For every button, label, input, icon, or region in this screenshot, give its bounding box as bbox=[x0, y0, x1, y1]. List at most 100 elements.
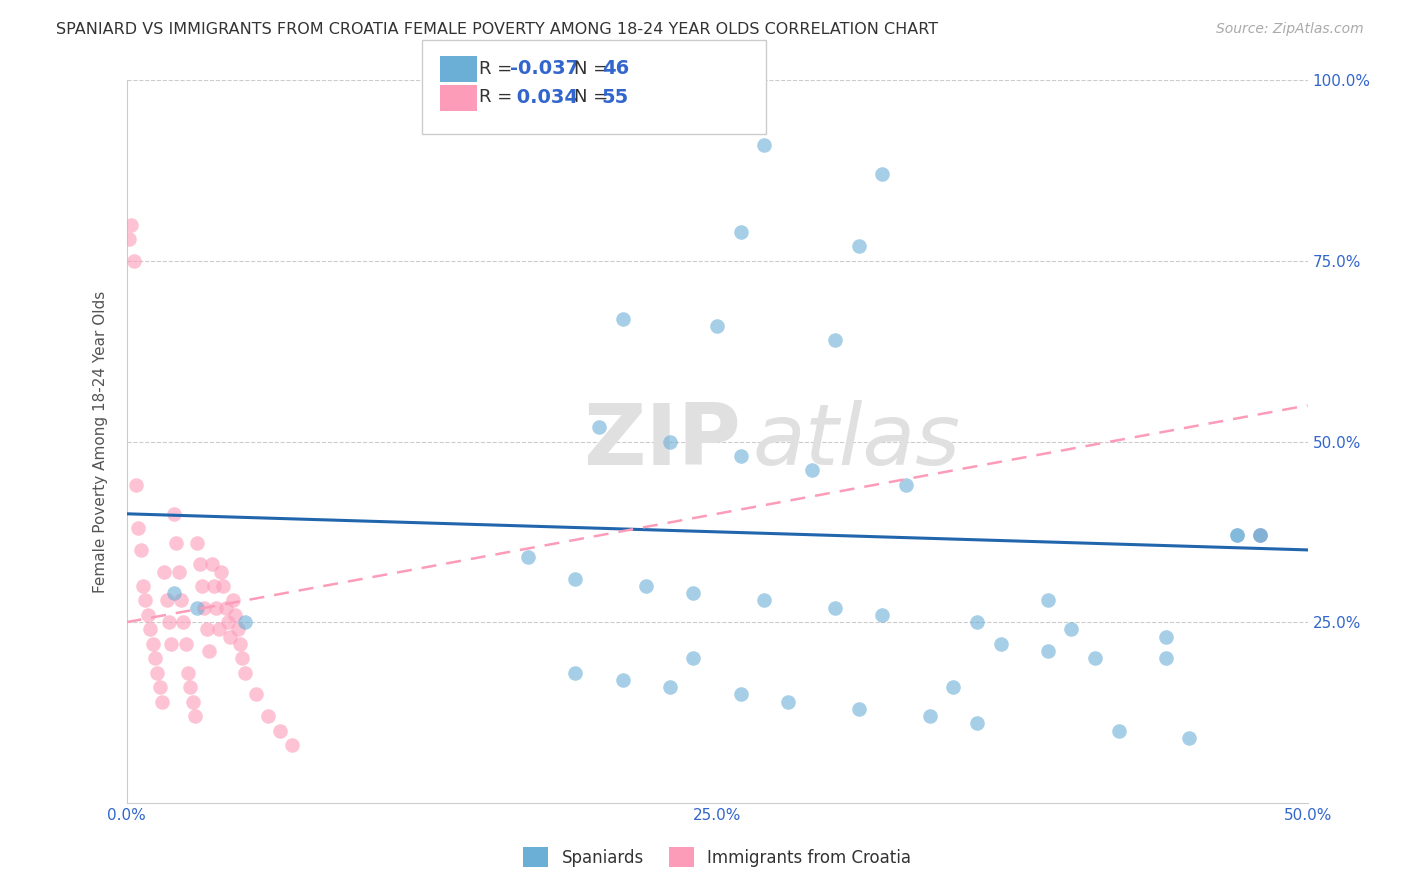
Point bbox=[824, 334, 846, 348]
Point bbox=[517, 550, 540, 565]
Point bbox=[209, 565, 232, 579]
Point bbox=[156, 593, 179, 607]
Point bbox=[1108, 723, 1130, 738]
Point bbox=[122, 253, 145, 268]
Point bbox=[184, 709, 207, 723]
Point bbox=[1084, 651, 1107, 665]
Point bbox=[257, 709, 280, 723]
Point bbox=[872, 607, 894, 622]
Point bbox=[730, 449, 752, 463]
Point bbox=[200, 558, 222, 572]
Point bbox=[233, 665, 256, 680]
Point bbox=[134, 593, 156, 607]
Point bbox=[800, 463, 823, 477]
Point bbox=[1036, 593, 1059, 607]
Point bbox=[167, 565, 190, 579]
Point bbox=[942, 680, 965, 694]
Text: R =: R = bbox=[479, 60, 519, 78]
Point bbox=[157, 615, 180, 630]
Point bbox=[1154, 651, 1177, 665]
Text: N =: N = bbox=[574, 88, 613, 106]
Point bbox=[139, 623, 162, 637]
Point bbox=[149, 680, 172, 694]
Text: R =: R = bbox=[479, 88, 519, 106]
Point bbox=[146, 665, 169, 680]
Point bbox=[179, 680, 201, 694]
Point bbox=[172, 615, 194, 630]
Text: 55: 55 bbox=[602, 87, 628, 107]
Point bbox=[129, 542, 152, 557]
Legend: Spaniards, Immigrants from Croatia: Spaniards, Immigrants from Croatia bbox=[516, 840, 918, 874]
Point bbox=[636, 579, 658, 593]
Point bbox=[205, 600, 228, 615]
Point bbox=[269, 723, 291, 738]
Point bbox=[682, 586, 704, 600]
Point bbox=[824, 600, 846, 615]
Point bbox=[208, 623, 231, 637]
Point bbox=[132, 579, 155, 593]
Point bbox=[160, 637, 183, 651]
Point bbox=[165, 535, 187, 549]
Point bbox=[118, 232, 141, 246]
Point bbox=[966, 615, 988, 630]
Point bbox=[658, 680, 681, 694]
Point bbox=[564, 572, 586, 586]
Point bbox=[174, 637, 197, 651]
Point bbox=[233, 615, 256, 630]
Text: Source: ZipAtlas.com: Source: ZipAtlas.com bbox=[1216, 22, 1364, 37]
Point bbox=[195, 623, 218, 637]
Point bbox=[682, 651, 704, 665]
Text: 0.034: 0.034 bbox=[510, 87, 578, 107]
Point bbox=[658, 434, 681, 449]
Point bbox=[231, 651, 253, 665]
Point bbox=[1226, 528, 1249, 542]
Point bbox=[229, 637, 252, 651]
Point bbox=[150, 695, 173, 709]
Point bbox=[226, 623, 249, 637]
Text: atlas: atlas bbox=[752, 400, 960, 483]
Point bbox=[163, 586, 186, 600]
Point bbox=[170, 593, 193, 607]
Point bbox=[848, 239, 870, 253]
Point bbox=[125, 478, 148, 492]
Point bbox=[193, 600, 215, 615]
Point bbox=[136, 607, 159, 622]
Point bbox=[141, 637, 163, 651]
Point bbox=[1249, 528, 1271, 542]
Point bbox=[612, 673, 634, 687]
Point bbox=[1226, 528, 1249, 542]
Point bbox=[212, 579, 235, 593]
Point bbox=[224, 607, 246, 622]
Text: 46: 46 bbox=[602, 59, 628, 78]
Point bbox=[588, 420, 610, 434]
Point bbox=[730, 687, 752, 701]
Point bbox=[918, 709, 941, 723]
Point bbox=[894, 478, 917, 492]
Point bbox=[1178, 731, 1201, 745]
Point bbox=[776, 695, 799, 709]
Point bbox=[754, 138, 776, 153]
Point bbox=[612, 311, 634, 326]
Point bbox=[754, 593, 776, 607]
Point bbox=[186, 600, 208, 615]
Y-axis label: Female Poverty Among 18-24 Year Olds: Female Poverty Among 18-24 Year Olds bbox=[93, 291, 108, 592]
Point bbox=[143, 651, 166, 665]
Point bbox=[1036, 644, 1059, 658]
Point bbox=[245, 687, 267, 701]
Point bbox=[198, 644, 221, 658]
Point bbox=[222, 593, 245, 607]
Point bbox=[730, 225, 752, 239]
Point bbox=[202, 579, 225, 593]
Point bbox=[215, 600, 238, 615]
Point bbox=[990, 637, 1012, 651]
Point bbox=[1060, 623, 1083, 637]
Point bbox=[872, 167, 894, 181]
Point bbox=[181, 695, 204, 709]
Point bbox=[1154, 630, 1177, 644]
Point bbox=[966, 716, 988, 731]
Point bbox=[127, 521, 149, 535]
Point bbox=[848, 702, 870, 716]
Text: SPANIARD VS IMMIGRANTS FROM CROATIA FEMALE POVERTY AMONG 18-24 YEAR OLDS CORRELA: SPANIARD VS IMMIGRANTS FROM CROATIA FEMA… bbox=[56, 22, 938, 37]
Point bbox=[153, 565, 176, 579]
Point bbox=[163, 507, 186, 521]
